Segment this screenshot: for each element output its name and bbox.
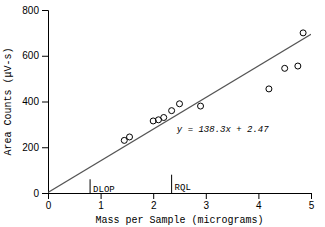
y-tick-mark bbox=[42, 147, 48, 148]
y-tick: 0 bbox=[33, 188, 48, 199]
x-tick-label: 3 bbox=[204, 200, 210, 211]
data-point bbox=[177, 101, 183, 107]
data-point bbox=[198, 103, 204, 109]
marks bbox=[48, 30, 311, 193]
regression-line bbox=[48, 34, 311, 192]
equation: y = 138.3x + 2.47 bbox=[176, 125, 269, 135]
x-tick-mark bbox=[258, 193, 259, 199]
y-tick-mark bbox=[42, 56, 48, 57]
x-tick-mark bbox=[311, 193, 312, 199]
x-tick-mark bbox=[206, 193, 207, 199]
chart: 0 1 2 3 4 5 0 200 400 600 800 DLOP RQL y = 138.3x + 2… bbox=[0, 0, 325, 227]
y-tick: 400 bbox=[22, 96, 48, 107]
y-tick-label: 400 bbox=[22, 96, 39, 107]
marker-line-label: DLOP bbox=[93, 185, 115, 195]
x-tick: 2 bbox=[151, 193, 157, 211]
data-point bbox=[282, 65, 288, 71]
x-axis-line bbox=[49, 194, 312, 200]
y-axis-line bbox=[42, 11, 49, 194]
marker-line-label: RQL bbox=[175, 183, 191, 193]
x-tick-label: 1 bbox=[98, 200, 104, 211]
data-point bbox=[300, 30, 306, 36]
x-tick-label: 2 bbox=[151, 200, 157, 211]
y-tick-label: 600 bbox=[22, 50, 39, 61]
data-point bbox=[295, 63, 301, 69]
x-tick: 1 bbox=[98, 193, 104, 211]
data-point bbox=[161, 115, 167, 121]
y-tick-mark bbox=[42, 10, 48, 11]
y-tick: 200 bbox=[22, 142, 48, 153]
y-tick-mark bbox=[42, 193, 48, 194]
data-point bbox=[169, 108, 175, 114]
y-axis-title: Area Counts (μV-s) bbox=[3, 47, 14, 155]
y-tick: 800 bbox=[22, 5, 48, 16]
x-tick: 3 bbox=[204, 193, 210, 211]
y-axis: 0 200 400 600 800 bbox=[22, 5, 48, 199]
x-axis: 0 1 2 3 4 5 bbox=[46, 193, 315, 211]
x-tick-mark bbox=[153, 193, 154, 199]
x-tick: 0 bbox=[46, 193, 52, 211]
marker-line bbox=[90, 179, 91, 193]
plot: 0 1 2 3 4 5 0 200 400 600 800 DLOP RQL y = 138.3x + 2… bbox=[22, 5, 314, 211]
y-tick: 600 bbox=[22, 50, 48, 61]
x-axis-title: Mass per Sample (micrograms) bbox=[95, 215, 263, 226]
x-tick: 4 bbox=[256, 193, 262, 211]
annotations: DLOP RQL y = 138.3x + 2.47 bbox=[93, 125, 269, 195]
x-tick-label: 0 bbox=[46, 200, 52, 211]
y-tick-mark bbox=[42, 102, 48, 103]
y-tick-label: 800 bbox=[22, 5, 39, 16]
marker-line bbox=[171, 175, 172, 193]
x-tick-label: 5 bbox=[309, 200, 315, 211]
data-point bbox=[127, 134, 133, 140]
x-tick-label: 4 bbox=[256, 200, 262, 211]
data-point bbox=[266, 86, 272, 92]
y-tick-label: 200 bbox=[22, 142, 39, 153]
x-tick: 5 bbox=[309, 193, 315, 211]
y-tick-label: 0 bbox=[33, 188, 39, 199]
